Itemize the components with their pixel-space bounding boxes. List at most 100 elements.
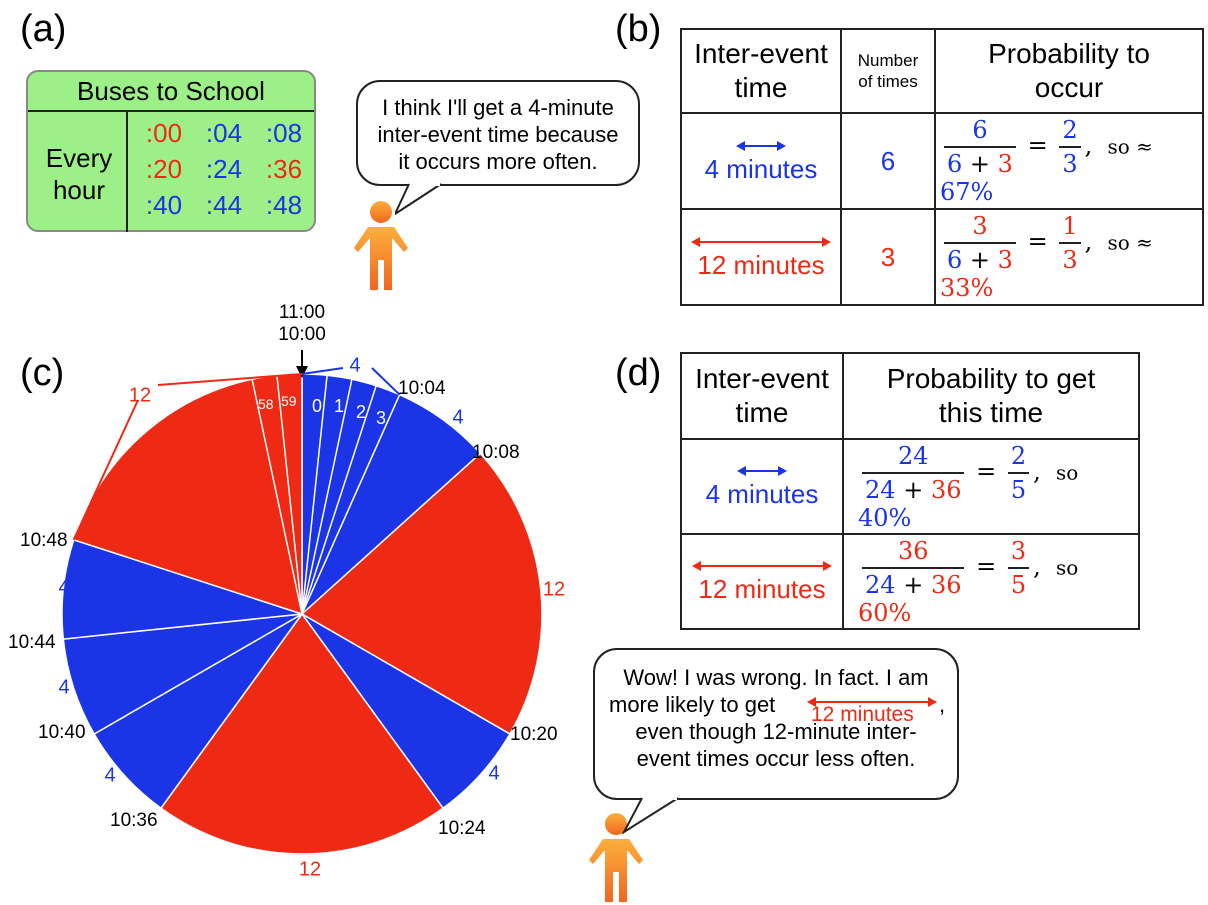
time-label: 10:00 (278, 324, 326, 345)
interval-label: 12 minutes (698, 574, 826, 604)
bubble-line: even though 12-minute inter- (635, 719, 917, 744)
bubble-line: Wow! I was wrong. In fact. I am (623, 665, 929, 690)
timetable-row: :00 :04 :08 (134, 118, 314, 149)
interval-label: 12 minutes (697, 249, 825, 280)
panel-label-b: (b) (615, 8, 662, 50)
probability-table-d: Inter-event time Probability to get this t… (680, 352, 1140, 630)
header-probability: Probability to get this time (842, 352, 1140, 440)
minute-divider (251, 379, 303, 615)
departure-time: :08 (265, 118, 303, 148)
bubble-line: I think I'll get a 4-minute (382, 95, 614, 120)
panel-label-c: (c) (20, 352, 65, 394)
minute-tick-label: 3 (376, 408, 387, 428)
bus-clock-pie (61, 350, 543, 855)
count-cell: 6 (840, 112, 936, 210)
count-cell: 3 (840, 208, 936, 306)
departure-time: :24 (205, 154, 243, 184)
minute-tick-label: 1 (334, 396, 345, 416)
time-label: 10:40 (38, 722, 86, 743)
pie-segment (159, 612, 445, 855)
departure-time: :00 (145, 118, 183, 148)
departure-time: :44 (205, 190, 243, 220)
timetable-row-label: Every hour (34, 142, 124, 206)
arrow-label: 12 minutes (811, 703, 914, 726)
timetable-title: Buses to School (77, 76, 265, 106)
speech-bubble-conclusion: Wow! I was wrong. In fact. I am more lik… (593, 648, 959, 800)
interval-cell: 12 minutes (680, 533, 844, 630)
minute-divider (301, 385, 377, 615)
interval-length-label: 4 (58, 576, 70, 599)
person-icon (354, 201, 408, 290)
departure-time: :20 (145, 154, 183, 184)
interval-length-label: 4 (349, 354, 361, 377)
interval-length-label: 4 (104, 764, 116, 787)
time-label: 10:08 (472, 442, 520, 463)
speech-bubble-tail (395, 182, 442, 216)
speech-bubble-tail (621, 796, 679, 835)
pie-segment (300, 452, 543, 736)
double-arrow-icon (737, 466, 787, 476)
bus-timetable: Buses to School Every hour :00 :04 :08 :20:… (26, 70, 316, 232)
time-label: 10:36 (110, 810, 158, 831)
bubble-line: more likely to get 12 minutes , (609, 692, 946, 726)
arrow-head-icon (296, 366, 308, 378)
interval-cell: 4 minutes (680, 112, 842, 210)
departure-time: :04 (205, 118, 243, 148)
row-label-line: Every (45, 143, 113, 173)
interval-length-label: 12 (298, 858, 322, 881)
bubble-line: event times occur less often. (636, 746, 916, 771)
speech-bubble-initial: I think I'll get a 4-minute inter-event … (356, 80, 640, 186)
double-arrow-icon (807, 697, 937, 707)
timetable-row: :40 :44 :48 (134, 190, 314, 221)
interval-length-label: 12 (128, 384, 152, 407)
timetable-divider (28, 110, 314, 112)
minute-divider (276, 375, 303, 615)
time-label: 10:48 (20, 530, 68, 551)
time-label: 10:44 (8, 632, 56, 653)
panel-label-a: (a) (20, 8, 67, 50)
departure-time: :36 (265, 154, 303, 184)
minute-divider (301, 375, 328, 615)
departure-time: :48 (265, 190, 303, 220)
bubble-line: it occurs more often. (398, 149, 598, 174)
interval-cell: 4 minutes (680, 438, 844, 535)
time-label: 11:00 (278, 302, 326, 323)
interval-length-label: 4 (452, 406, 464, 429)
leader-line (72, 373, 303, 541)
row-label-line: hour (52, 175, 106, 205)
minute-tick-label: 59 (281, 393, 297, 409)
interval-label: 4 minutes (705, 479, 819, 509)
panel-label-d: (d) (615, 352, 662, 394)
header-probability: Probability to occur (934, 28, 1204, 114)
minute-tick-label: 2 (356, 402, 367, 422)
clock-top-label: 11:00 10:00 (272, 302, 332, 346)
double-arrow-icon (691, 236, 831, 247)
time-label: 10:20 (510, 724, 558, 745)
double-arrow-icon (692, 561, 832, 571)
header-inter-event-time: Inter-event time (680, 352, 844, 440)
header-inter-event-time: Inter-event time (680, 28, 842, 114)
bubble-line: inter-event time because (377, 122, 619, 147)
timetable-divider (126, 112, 128, 232)
double-arrow-icon (736, 140, 786, 151)
probability-table-b: Inter-event time Number of times Probabili… (680, 28, 1204, 306)
interval-cell: 12 minutes (680, 208, 842, 306)
departure-time: :40 (145, 190, 183, 220)
person-icon (589, 813, 643, 902)
interval-label: 4 minutes (704, 153, 818, 184)
timetable-row: :20 :24 :36 (134, 154, 314, 185)
interval-length-label: 4 (58, 676, 70, 699)
minute-tick-label: 0 (312, 396, 323, 416)
interval-length-label: 12 (542, 578, 566, 601)
minute-divider (301, 379, 353, 615)
interval-length-label: 4 (488, 762, 500, 785)
minute-tick-label: 58 (258, 396, 274, 412)
